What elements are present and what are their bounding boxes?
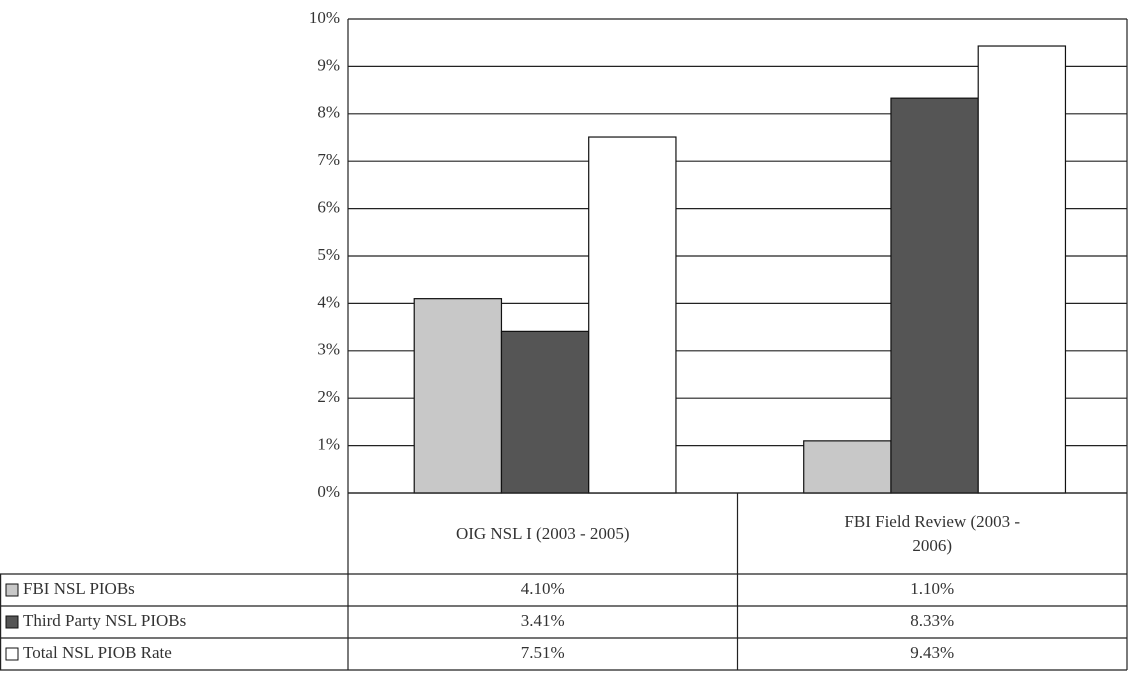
y-tick-label: 4%: [317, 292, 340, 311]
y-tick-label: 5%: [317, 245, 340, 264]
legend-swatch: [5, 647, 19, 661]
category-text: FBI Field Review (2003 - 2006): [844, 511, 1021, 555]
y-tick-label: 9%: [317, 55, 340, 74]
bar: [977, 45, 1067, 494]
y-tick-label: 0%: [317, 482, 340, 501]
legend-swatch: [5, 583, 19, 597]
bar: [803, 440, 892, 494]
data-table-value: 7.51%: [521, 643, 565, 662]
y-tick-label: 1%: [317, 435, 340, 454]
data-table-value: 1.10%: [910, 579, 954, 598]
y-tick-label: 2%: [317, 387, 340, 406]
bar: [500, 330, 590, 494]
category-text: OIG NSL I (2003 - 2005): [455, 523, 630, 543]
legend-swatch: [5, 615, 19, 629]
category-label: OIG NSL I (2003 - 2005): [348, 493, 738, 574]
data-table-value: 9.43%: [910, 643, 954, 662]
y-tick-label: 7%: [317, 150, 340, 169]
y-tick-label: 3%: [317, 340, 340, 359]
category-label: FBI Field Review (2003 - 2006): [738, 493, 1128, 574]
y-tick-label: 10%: [309, 8, 340, 27]
data-table-value: 3.41%: [521, 611, 565, 630]
data-table-value: 8.33%: [910, 611, 954, 630]
data-table-value: 4.10%: [521, 579, 565, 598]
legend-label: Third Party NSL PIOBs: [23, 611, 186, 630]
bar: [413, 298, 503, 494]
legend-label: FBI NSL PIOBs: [23, 579, 135, 598]
y-tick-label: 6%: [317, 198, 340, 217]
bar: [588, 136, 677, 494]
legend-label: Total NSL PIOB Rate: [23, 643, 172, 662]
bar: [890, 97, 979, 494]
y-tick-label: 8%: [317, 103, 340, 122]
